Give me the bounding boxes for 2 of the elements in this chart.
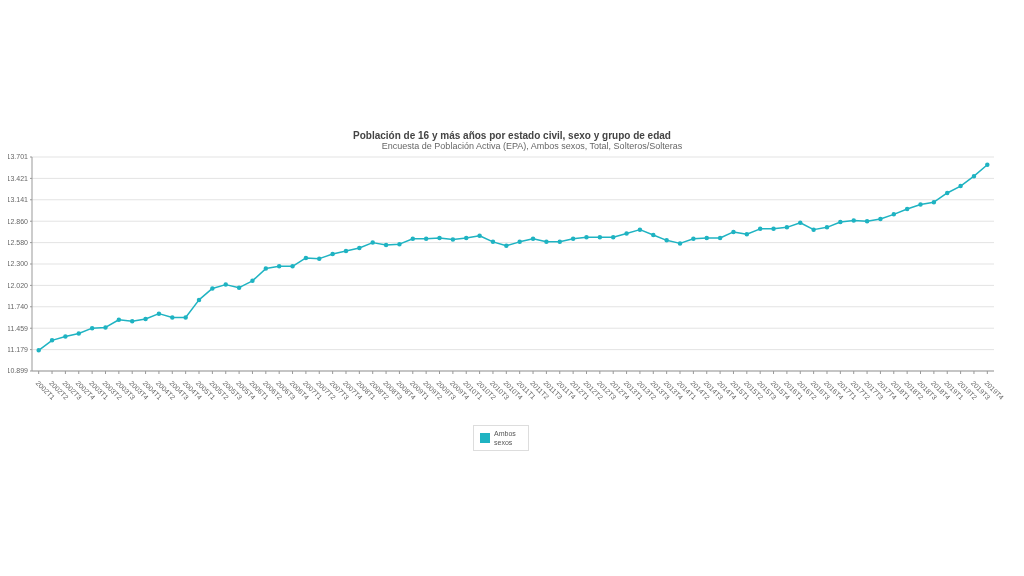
- chart-title: Población de 16 y más años por estado civil, sexo y grupo de edad: [352, 130, 671, 141]
- chart-subtitle: Encuesta de Población Activa (EPA), Ambos sexos, Total, Solteros/Solteras: [380, 141, 684, 151]
